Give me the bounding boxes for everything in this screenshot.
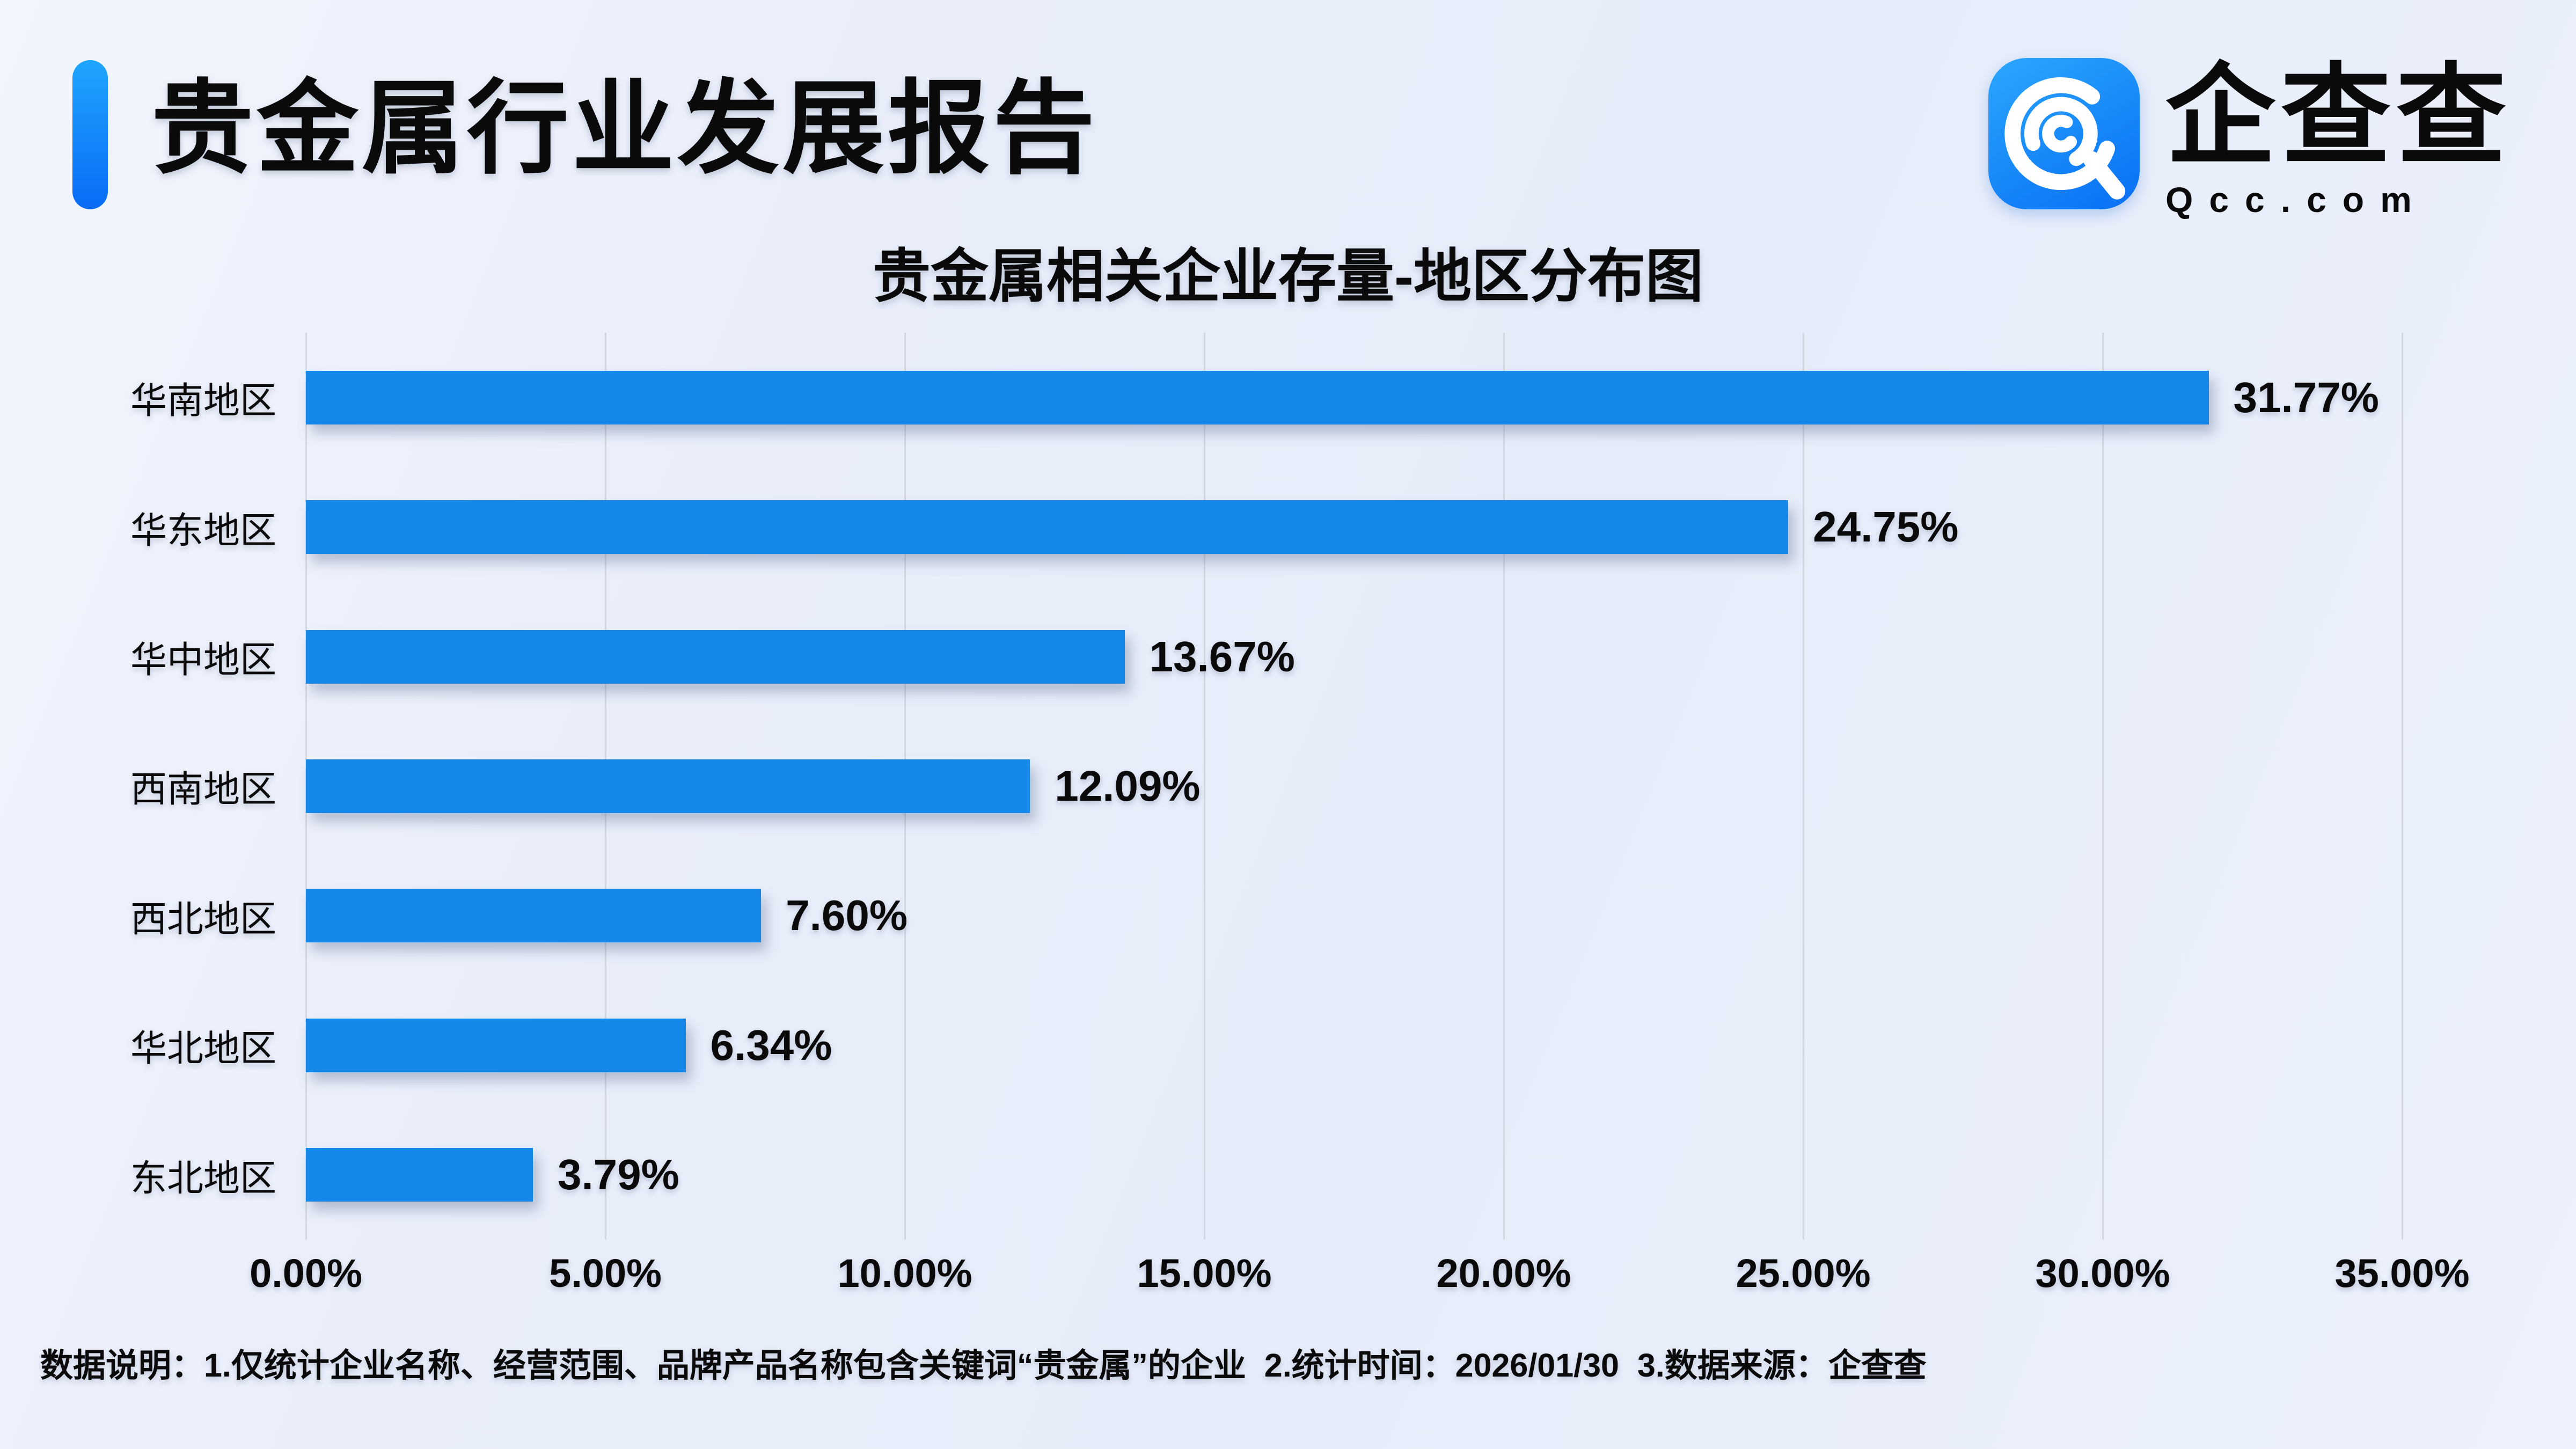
x-axis-ticks: 0.00% 5.00% 10.00% 15.00% 20.00% 25.00% 30.00%… <box>250 1250 2469 1315</box>
qcc-logo: 企查查 Qcc.com <box>1988 58 2512 220</box>
logo-brand: 企查查 <box>2165 55 2512 178</box>
x-tick-label: 10.00% <box>837 1251 972 1296</box>
category-label: 西南地区 <box>130 769 276 810</box>
gridline <box>2402 333 2403 1240</box>
category-label: 西北地区 <box>130 898 276 940</box>
x-tick-label: 35.00% <box>2334 1251 2470 1296</box>
value-label: 6.34% <box>710 1021 832 1069</box>
value-label: 24.75% <box>1813 503 1959 551</box>
gridline <box>1204 333 1205 1240</box>
bar-row: 华北地区 6.34% <box>130 980 2402 1110</box>
gridline <box>2102 333 2104 1240</box>
qcc-logo-text: 企查查 Qcc.com <box>2165 58 2512 220</box>
data-note: 数据说明：1.仅统计企业名称、经营范围、品牌产品名称包含关键词“贵金属”的企业 … <box>40 1347 1927 1384</box>
bar-row: 西南地区 12.09% <box>130 721 2402 851</box>
bar-row: 西北地区 7.60% <box>130 851 2402 980</box>
bar-row: 华南地区 31.77% <box>130 333 2402 462</box>
x-tick-label: 0.00% <box>250 1251 362 1296</box>
bar <box>306 1148 533 1202</box>
bar <box>306 889 762 943</box>
gridline <box>1803 333 1804 1240</box>
value-label: 3.79% <box>557 1151 679 1199</box>
value-label: 31.77% <box>2233 373 2379 421</box>
bar <box>306 500 1789 554</box>
value-label: 7.60% <box>786 891 908 940</box>
gridline <box>1503 333 1505 1240</box>
value-label: 12.09% <box>1055 762 1201 810</box>
x-tick-label: 20.00% <box>1436 1251 1571 1296</box>
category-label: 东北地区 <box>130 1158 276 1199</box>
x-tick-label: 5.00% <box>549 1251 662 1296</box>
chart-title: 贵金属相关企业存量-地区分布图 <box>873 244 1703 309</box>
x-tick-label: 30.00% <box>2035 1251 2170 1296</box>
category-label: 华北地区 <box>130 1028 276 1070</box>
bar-row: 华中地区 13.67% <box>130 592 2402 721</box>
bar-row: 东北地区 3.79% <box>130 1110 2402 1240</box>
bar-row: 华东地区 24.75% <box>130 462 2402 591</box>
x-tick-label: 25.00% <box>1736 1251 1871 1296</box>
page-title: 贵金属行业发展报告 <box>151 72 1099 186</box>
bar <box>306 759 1030 813</box>
logo-domain: Qcc.com <box>2165 180 2428 219</box>
qcc-spiral-icon <box>1988 58 2140 209</box>
value-label: 13.67% <box>1149 632 1295 680</box>
bar <box>306 630 1125 684</box>
title-accent-bar <box>72 60 108 209</box>
category-label: 华中地区 <box>130 640 276 681</box>
bar <box>306 370 2209 425</box>
x-tick-label: 15.00% <box>1137 1251 1272 1296</box>
category-label: 华东地区 <box>130 510 276 551</box>
category-label: 华南地区 <box>130 380 276 422</box>
bar-chart-plot: 华南地区 31.77% 华东地区 24.75% 华中地区 13.67% 西南地区 12.09%… <box>130 333 2403 1240</box>
bar <box>306 1018 686 1072</box>
